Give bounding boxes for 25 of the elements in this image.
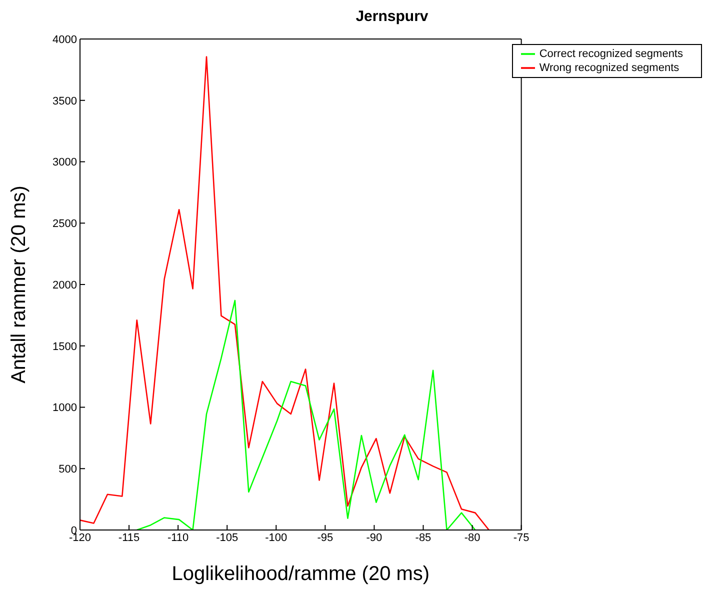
legend-label: Wrong recognized segments <box>539 62 680 74</box>
y-tick-label: 500 <box>58 464 77 476</box>
x-tick-label: -95 <box>317 532 334 544</box>
y-tick-label: 3000 <box>52 156 77 169</box>
y-tick-label: 1000 <box>52 402 77 414</box>
x-tick-label: -105 <box>216 532 238 544</box>
y-tick-label: 4000 <box>52 34 77 46</box>
x-tick-label: -120 <box>68 532 92 544</box>
y-tick-label: 3500 <box>52 95 77 108</box>
x-tick-label: -80 <box>464 532 480 544</box>
x-tick-label: -100 <box>265 532 288 544</box>
x-axis-title: Loglikelihood/ramme (20 ms) <box>172 563 430 585</box>
x-tick-label: -85 <box>415 532 432 544</box>
y-tick-label: 2000 <box>52 279 77 292</box>
chart-title: Jernspurv <box>354 8 430 27</box>
x-tick-label: -115 <box>118 532 140 544</box>
x-tick-label: -110 <box>167 532 189 544</box>
y-tick-label: 2500 <box>52 218 77 230</box>
x-tick-label: -75 <box>513 532 530 544</box>
line-series <box>80 56 490 530</box>
y-tick-label: 1500 <box>52 340 77 353</box>
x-tick-label: -90 <box>366 532 382 544</box>
legend-label: Correct recognized segments <box>539 48 683 60</box>
line-series <box>136 300 476 530</box>
y-axis-title: Antall rammer (20 ms) <box>8 186 30 384</box>
